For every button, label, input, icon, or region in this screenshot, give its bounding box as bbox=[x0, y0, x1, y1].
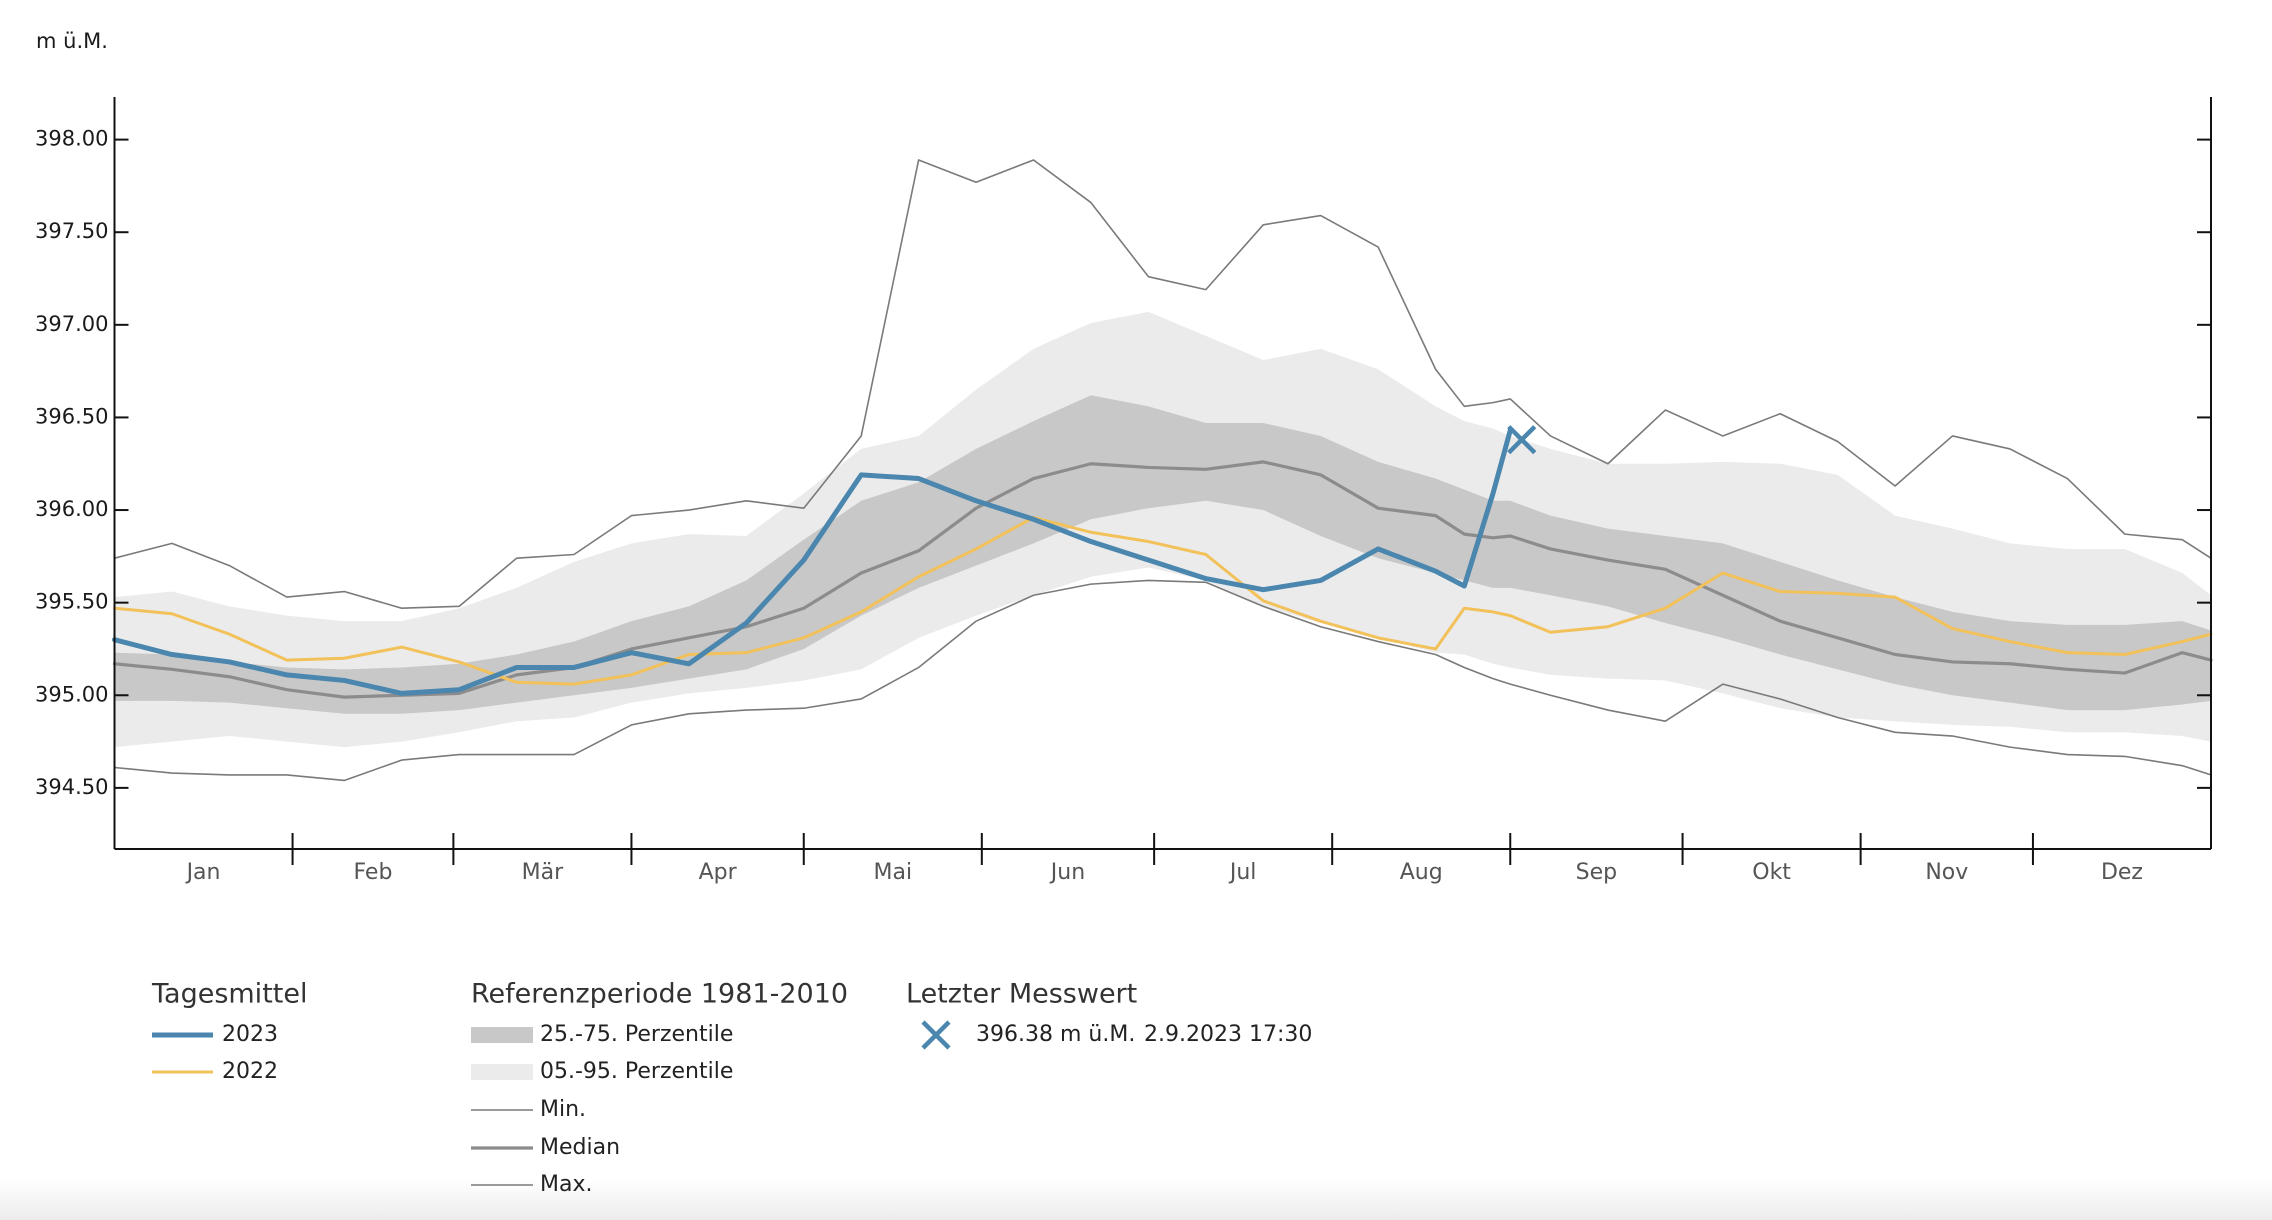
reference-line bbox=[112, 460, 2213, 699]
legend-label: 2.9.2023 17:30 bbox=[1144, 1022, 1312, 1047]
legend-label: 396.38 m ü.M. bbox=[976, 1022, 1135, 1047]
series-line bbox=[113, 515, 2213, 686]
legend-label: 2022 bbox=[222, 1059, 278, 1084]
x-tick-label: Mai bbox=[874, 860, 913, 885]
y-tick-label: 396.50 bbox=[35, 404, 108, 428]
legend-swatch bbox=[471, 1027, 533, 1043]
legend-title: Letzter Messwert bbox=[906, 979, 1137, 1010]
bottom-fade bbox=[0, 1180, 2272, 1220]
reference-line bbox=[113, 579, 2212, 782]
legend-label: Min. bbox=[540, 1097, 586, 1122]
y-tick-label: 397.00 bbox=[35, 312, 108, 336]
series-line bbox=[112, 427, 1513, 696]
y-tick-label: 395.00 bbox=[35, 682, 108, 706]
x-tick-label: Okt bbox=[1752, 860, 1791, 885]
x-tick-label: Sep bbox=[1576, 860, 1617, 885]
x-tick-label: Jun bbox=[1049, 860, 1085, 885]
x-tick-label: Jul bbox=[1228, 860, 1257, 885]
percentile-band bbox=[114, 395, 2211, 714]
x-tick-label: Nov bbox=[1925, 860, 1968, 885]
legend-label: 25.-75. Perzentile bbox=[540, 1022, 733, 1047]
legend-title: Referenzperiode 1981-2010 bbox=[471, 979, 848, 1010]
y-tick-label: 397.50 bbox=[35, 219, 108, 243]
legend-swatch bbox=[921, 1020, 951, 1050]
y-tick-label: 394.50 bbox=[35, 775, 108, 799]
reference-line bbox=[113, 159, 2212, 610]
y-tick-label: 398.00 bbox=[35, 127, 108, 151]
x-tick-label: Aug bbox=[1400, 860, 1443, 885]
legend-label: Max. bbox=[540, 1172, 592, 1197]
legend-swatch bbox=[471, 1064, 533, 1080]
y-tick-label: 395.50 bbox=[35, 590, 108, 614]
x-tick-label: Dez bbox=[2101, 860, 2143, 885]
x-tick-label: Jan bbox=[185, 860, 221, 885]
y-axis-label: m ü.M. bbox=[36, 29, 108, 53]
legend-label: Median bbox=[540, 1135, 620, 1160]
x-tick-label: Feb bbox=[353, 860, 392, 885]
x-tick-label: Apr bbox=[699, 860, 738, 885]
legend-title: Tagesmittel bbox=[151, 979, 307, 1010]
last-value-marker bbox=[1507, 425, 1537, 455]
x-tick-label: Mär bbox=[522, 860, 564, 885]
legend-label: 05.-95. Perzentile bbox=[540, 1059, 733, 1084]
y-tick-label: 396.00 bbox=[35, 497, 108, 521]
legend-label: 2023 bbox=[222, 1022, 278, 1047]
